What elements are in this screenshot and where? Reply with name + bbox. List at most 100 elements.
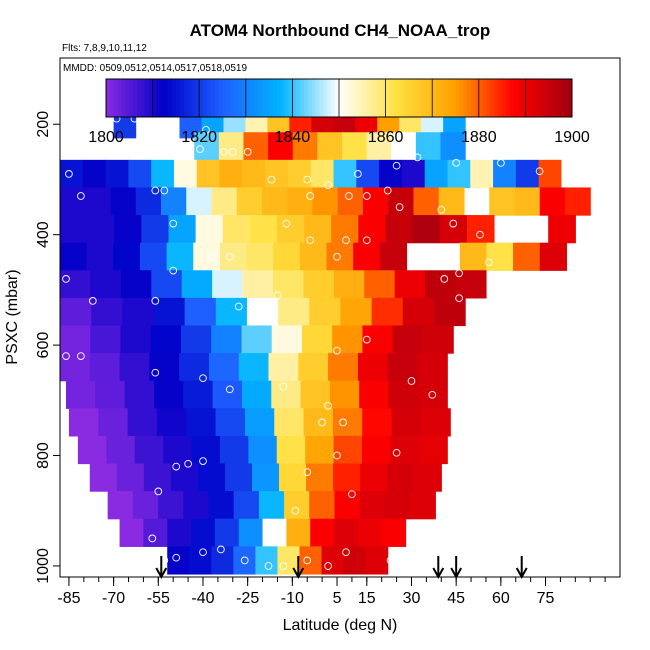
heatmap-cell (381, 518, 407, 547)
heatmap-cell (95, 380, 126, 409)
heatmap-cell (271, 325, 303, 354)
colorbar-swatch (230, 79, 235, 117)
heatmap-cell (233, 546, 256, 575)
dates-label: MMDD: 0509,0512,0514,0517,0518,0519 (63, 63, 247, 74)
heatmap-cell (447, 159, 471, 189)
colorbar-swatch (498, 79, 503, 117)
colorbar-swatch (467, 79, 472, 117)
heatmap-cell (333, 463, 361, 492)
heatmap-cell (387, 463, 415, 492)
heatmap-cell (128, 159, 152, 189)
heatmap-cell (388, 380, 419, 409)
colorbar-swatch (183, 79, 189, 117)
heatmap-cell (107, 491, 134, 520)
colorbar-swatch (315, 79, 321, 117)
heatmap-cell (60, 297, 92, 327)
heatmap-cell (156, 408, 187, 437)
colorbar-swatch (424, 79, 429, 117)
sample-marker (476, 230, 484, 239)
heatmap-cell (90, 270, 122, 299)
heatmap-cell (211, 546, 234, 575)
heatmap-cell (89, 463, 118, 492)
sample-marker (243, 148, 252, 156)
sample-marker (362, 192, 371, 200)
colorbar-swatch (362, 79, 367, 117)
heatmap-cell (341, 132, 368, 161)
sample-marker (202, 125, 210, 134)
heatmap-cell (60, 215, 88, 244)
heatmap-cell (358, 215, 387, 244)
heatmap-cell (127, 408, 158, 437)
colorbar-swatch (179, 79, 185, 117)
sample-marker (279, 562, 288, 570)
colorbar-swatch (478, 79, 484, 117)
colorbar-tick-label: 1860 (368, 129, 404, 146)
colorbar-swatch (241, 79, 247, 117)
heatmap-cell (212, 380, 243, 409)
heatmap-cell (418, 435, 448, 465)
heatmap-cell (486, 242, 514, 271)
colorbar-swatch (509, 79, 515, 117)
heatmap-cell (87, 215, 115, 244)
colorbar-swatch (370, 79, 375, 117)
heatmap-cell (277, 546, 301, 575)
heatmap-cell (211, 325, 243, 354)
y-tick-label: 800 (35, 442, 52, 469)
colorbar-swatch (490, 79, 495, 117)
heatmap-cell (166, 242, 194, 271)
sample-marker (526, 219, 535, 228)
sample-marker (455, 294, 463, 303)
colorbar-swatch (284, 79, 290, 117)
colorbar-swatch (288, 79, 293, 117)
colorbar-swatch (109, 79, 115, 117)
heatmap-cell (189, 546, 212, 575)
heatmap-cell (197, 463, 226, 492)
heatmap-cell (219, 159, 243, 189)
colorbar-swatch (117, 79, 123, 117)
heatmap-cell (309, 297, 342, 327)
heatmap-cell (379, 242, 408, 271)
colorbar-swatch (436, 79, 441, 117)
colorbar-swatch (447, 79, 453, 117)
heatmap-cell (286, 518, 311, 547)
plot-frame (59, 57, 621, 578)
sample-marker (62, 352, 70, 360)
sample-marker (77, 192, 85, 200)
heatmap-cell (539, 187, 566, 216)
sample-marker (208, 252, 216, 261)
colorbar-swatch (412, 79, 418, 117)
heatmap-cell (384, 491, 411, 520)
sample-marker (151, 297, 160, 305)
heatmap-cell (214, 518, 240, 547)
heatmap-cell (151, 159, 175, 189)
heatmap-cells (60, 110, 591, 575)
colorbar-swatch (405, 79, 410, 117)
sample-marker (151, 368, 160, 377)
heatmap-cell (284, 491, 310, 520)
heatmap-cell (106, 435, 136, 465)
colorbar-swatch (160, 79, 165, 117)
colorbar-swatch (319, 79, 324, 117)
colorbar-swatch (133, 79, 138, 117)
sample-marker (77, 352, 85, 360)
heatmap-cell (113, 242, 141, 271)
colorbar-swatch (304, 79, 309, 117)
heatmap-cell (333, 159, 357, 189)
colorbar-swatch (381, 79, 387, 117)
colorbar-swatch (253, 79, 258, 117)
heatmap-cell (134, 435, 164, 465)
heatmap-cell (215, 408, 246, 437)
sample-marker (348, 490, 356, 499)
colorbar-tick-label: 1820 (181, 129, 217, 146)
colorbar-swatch (533, 79, 538, 117)
colorbar-swatch (459, 79, 464, 117)
flights-label: Flts: 7,8,9,10,11,12 (62, 43, 147, 54)
colorbar-swatch (443, 79, 449, 117)
heatmap-cell (163, 435, 193, 465)
heatmap-cell (173, 159, 198, 189)
colorbar-swatch (428, 79, 433, 117)
colorbar-swatch (249, 79, 255, 117)
heatmap-cell (60, 159, 84, 189)
colorbar: 1800 1820 1840 1860 1880 1900 (88, 78, 590, 146)
sample-marker (172, 462, 181, 471)
